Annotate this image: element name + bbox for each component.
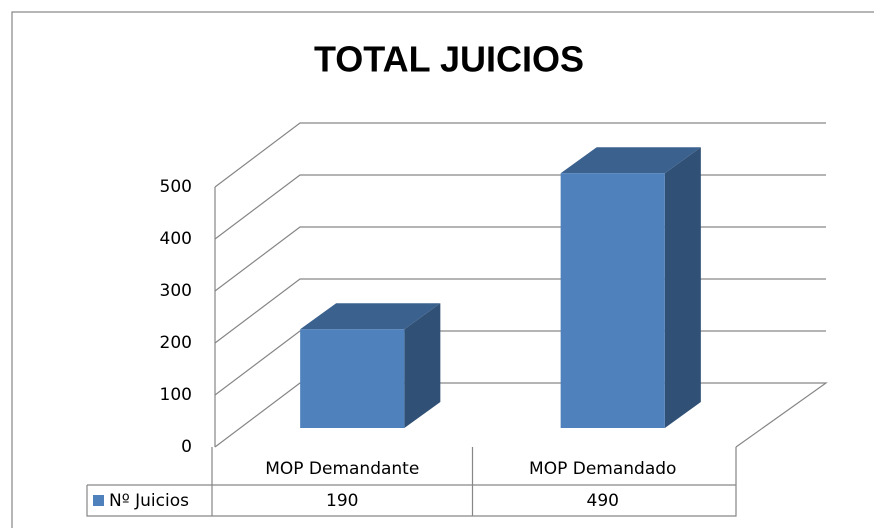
x-tick-label: MOP Demandado [529, 459, 676, 479]
y-tick-label: 0 [181, 437, 192, 457]
y-tick-label: 100 [160, 385, 192, 405]
x-tick-label: MOP Demandante [265, 459, 419, 479]
bar-face [300, 303, 441, 330]
table-value: 190 [326, 491, 358, 511]
table-value: 490 [587, 491, 619, 511]
legend-swatch [93, 495, 104, 506]
bar-face [560, 147, 701, 174]
grid-line [214, 122, 826, 188]
bar-face [300, 329, 405, 428]
y-tick-label: 300 [160, 281, 192, 301]
bar [560, 147, 701, 428]
table-grid [86, 447, 737, 517]
grid-line [214, 174, 826, 240]
chart-title: TOTAL JUICIOS [314, 39, 584, 80]
bar-face [560, 173, 665, 428]
y-tick-label: 500 [160, 177, 192, 197]
bar-face [404, 303, 441, 428]
y-tick-label: 200 [160, 333, 192, 353]
grid-line [214, 226, 826, 292]
bar [300, 303, 441, 428]
y-tick-label: 400 [160, 229, 192, 249]
chart-border [11, 11, 874, 528]
legend-label: Nº Juicios [109, 491, 189, 511]
bar-face [664, 147, 701, 428]
